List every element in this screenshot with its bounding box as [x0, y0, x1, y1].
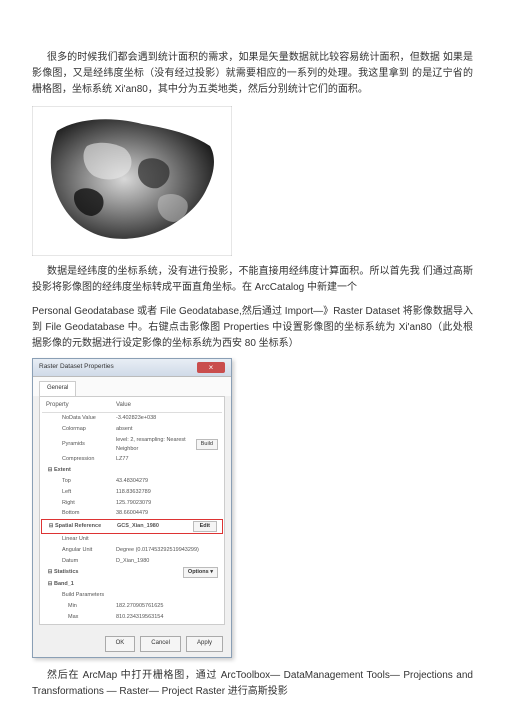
props-header-value: Value [116, 401, 218, 411]
props-row: Angular UnitDegree (0.017453292519943299… [42, 545, 222, 556]
props-row-property: ⊟Extent [46, 466, 116, 475]
props-row-property: Bottom [46, 509, 116, 518]
props-row: Linear Unit [42, 534, 222, 545]
props-row-property: Top [46, 477, 116, 486]
options-button[interactable]: Options ▾ [183, 567, 218, 578]
paragraph-method-b: Personal Geodatabase 或者 File Geodatabase… [32, 304, 473, 352]
ok-button[interactable]: OK [105, 636, 136, 652]
paragraph-project: 然后在 ArcMap 中打开栅格图，通过 ArcToolbox― DataMan… [32, 668, 473, 700]
props-row-property: Pyramids [46, 440, 116, 449]
tree-minus-icon[interactable]: ⊟ [47, 522, 55, 531]
props-row-property: Build Parameters [46, 591, 116, 600]
props-row-property: Linear Unit [46, 535, 116, 544]
props-row-property: ⊟Band_1 [46, 580, 116, 589]
tree-minus-icon[interactable]: ⊟ [46, 580, 54, 589]
props-row-property: ⊟Statistics [46, 568, 116, 577]
dialog-tabs: General [33, 377, 231, 396]
dialog-titlebar: Raster Dataset Properties × [33, 359, 231, 377]
props-row-value: GCS_Xian_1980 [117, 522, 193, 531]
props-row-value: LZ77 [116, 455, 218, 464]
props-row: NoData Value-3.402823e+038 [42, 413, 222, 424]
paragraph-intro: 很多的时候我们都会遇到统计面积的需求，如果是矢量数据就比较容易统计面积，但数据 … [32, 50, 473, 98]
props-row: Colormapabsent [42, 424, 222, 435]
props-row: ⊟Statistics Options ▾ [42, 566, 222, 579]
props-row-value: 810.234319563154 [116, 613, 218, 622]
raster-map-svg [32, 106, 232, 256]
props-header-property: Property [46, 401, 116, 411]
props-row: Max810.234319563154 [42, 612, 222, 623]
props-row: Min182.270905761625 [42, 601, 222, 612]
props-row: DatumD_Xian_1980 [42, 556, 222, 567]
dialog-title: Raster Dataset Properties [39, 362, 114, 372]
props-row-value: 182.270905761625 [116, 602, 218, 611]
tree-minus-icon[interactable]: ⊟ [46, 466, 54, 475]
props-row: Pyramidslevel: 2, resampling: Nearest Ne… [42, 435, 222, 455]
props-row-value: 125.79023079 [116, 499, 218, 508]
props-row: Right125.79023079 [42, 498, 222, 509]
props-rows-container: NoData Value-3.402823e+038Colormapabsent… [42, 413, 222, 622]
props-row: CompressionLZ77 [42, 454, 222, 465]
props-row: ⊟Band_1 [42, 579, 222, 590]
build-button[interactable]: Build [196, 439, 218, 450]
dialog-footer: OK Cancel Apply [33, 631, 231, 657]
props-header: Property Value [42, 399, 222, 414]
props-row-property: Max [46, 613, 116, 622]
props-row-property: Right [46, 499, 116, 508]
props-row-property: Datum [46, 557, 116, 566]
props-row-property: Angular Unit [46, 546, 116, 555]
props-row-value: level: 2, resampling: Nearest Neighbor [116, 436, 196, 454]
props-row-property: ⊟Spatial Reference [47, 522, 117, 531]
props-row: Top43.48304279 [42, 476, 222, 487]
props-row-property: Compression [46, 455, 116, 464]
apply-button[interactable]: Apply [186, 636, 223, 652]
props-row-value: 43.48304279 [116, 477, 218, 486]
props-row: ⊟Spatial ReferenceGCS_Xian_1980Edit [41, 519, 223, 534]
edit-button[interactable]: Edit [193, 521, 217, 532]
props-row: Bottom38.66004479 [42, 508, 222, 519]
dialog-body: Property Value NoData Value-3.402823e+03… [39, 396, 225, 626]
close-icon[interactable]: × [197, 362, 225, 373]
props-row: Left118.83632789 [42, 487, 222, 498]
props-row-value: Degree (0.017453292519943299) [116, 546, 218, 555]
props-row-property: Left [46, 488, 116, 497]
raster-properties-dialog: Raster Dataset Properties × General Prop… [32, 358, 232, 658]
props-row-value: -3.402823e+038 [116, 414, 218, 423]
props-row: ⊟Extent [42, 465, 222, 476]
props-row-value: absent [116, 425, 218, 434]
props-row-property: Colormap [46, 425, 116, 434]
raster-map-figure [32, 106, 473, 256]
tree-minus-icon[interactable]: ⊟ [46, 568, 54, 577]
props-row-value: D_Xian_1980 [116, 557, 218, 566]
props-row-value: 118.83632789 [116, 488, 218, 497]
props-row-property: NoData Value [46, 414, 116, 423]
props-row-property: Min [46, 602, 116, 611]
paragraph-method-a: 数据是经纬度的坐标系统，没有进行投影，不能直接用经纬度计算面积。所以首先我 们通… [32, 264, 473, 296]
cancel-button[interactable]: Cancel [140, 636, 181, 652]
tab-general[interactable]: General [39, 381, 76, 396]
props-row: Build Parameters [42, 590, 222, 601]
props-row-value: 38.66004479 [116, 509, 218, 518]
